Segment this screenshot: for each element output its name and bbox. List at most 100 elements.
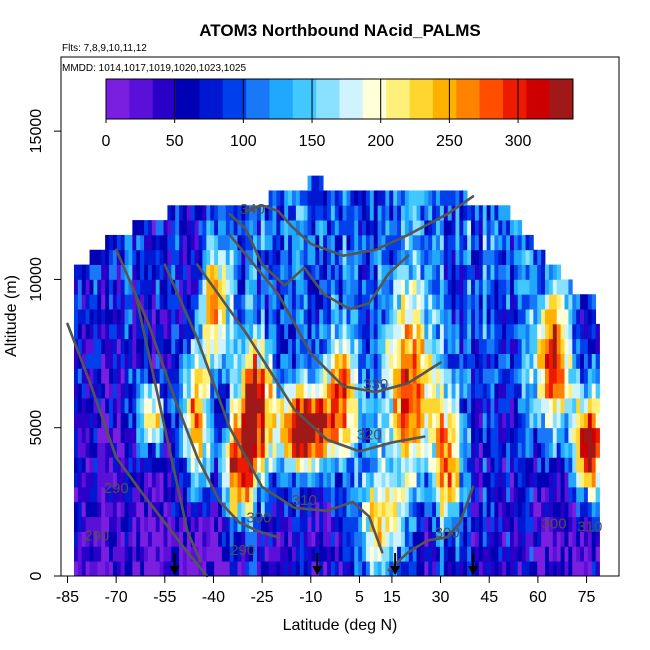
heatmap-cell bbox=[346, 472, 351, 488]
heatmap-cell bbox=[140, 472, 145, 488]
heatmap-cell bbox=[552, 487, 558, 503]
heatmap-cell bbox=[272, 398, 277, 414]
heatmap-cell bbox=[377, 220, 382, 236]
heatmap-cell bbox=[291, 294, 297, 310]
heatmap-cell bbox=[595, 546, 600, 562]
heatmap-cell bbox=[233, 501, 238, 518]
heatmap-cell bbox=[186, 264, 192, 280]
heatmap-cell bbox=[233, 516, 238, 532]
heatmap-cell bbox=[179, 472, 184, 488]
heatmap-cell bbox=[510, 472, 515, 488]
heatmap-cell bbox=[327, 383, 332, 399]
colorbar-swatch bbox=[176, 79, 200, 119]
heatmap-cell bbox=[327, 398, 332, 414]
heatmap-cell bbox=[171, 220, 176, 236]
heatmap-cell bbox=[459, 338, 464, 354]
heatmap-cell bbox=[354, 472, 359, 488]
heatmap-cell bbox=[175, 264, 180, 280]
heatmap-cell bbox=[112, 531, 118, 547]
heatmap-cell bbox=[432, 546, 437, 562]
heatmap-cell bbox=[436, 309, 441, 325]
heatmap-cell bbox=[463, 398, 468, 414]
heatmap-cell bbox=[315, 427, 320, 443]
heatmap-cell bbox=[583, 383, 589, 399]
heatmap-cell bbox=[144, 368, 149, 384]
heatmap-cell bbox=[198, 427, 203, 443]
heatmap-cell bbox=[155, 501, 161, 518]
heatmap-cell bbox=[560, 412, 565, 429]
heatmap-cell bbox=[521, 472, 526, 488]
heatmap-cell bbox=[218, 501, 223, 518]
heatmap-cell bbox=[186, 561, 192, 577]
heatmap-cell bbox=[342, 190, 347, 206]
heatmap-cell bbox=[128, 442, 133, 458]
heatmap-cell bbox=[369, 561, 375, 577]
heatmap-cell bbox=[432, 368, 437, 384]
heatmap-cell bbox=[365, 398, 371, 414]
colorbar-swatch bbox=[222, 79, 247, 119]
heatmap-cell bbox=[167, 383, 172, 399]
heatmap-cell bbox=[315, 175, 320, 191]
heatmap-cell bbox=[397, 383, 402, 399]
heatmap-cell bbox=[225, 427, 231, 443]
heatmap-cell bbox=[576, 309, 581, 325]
heatmap-cell bbox=[225, 398, 231, 414]
heatmap-cell bbox=[132, 412, 137, 429]
heatmap-cell bbox=[486, 487, 491, 503]
heatmap-cell bbox=[182, 220, 188, 236]
heatmap-cell bbox=[591, 323, 597, 340]
heatmap-cell bbox=[307, 309, 312, 325]
heatmap-cell bbox=[280, 531, 285, 547]
heatmap-cell bbox=[432, 472, 437, 488]
heatmap-cell bbox=[136, 249, 141, 265]
heatmap-cell bbox=[132, 501, 137, 518]
heatmap-cell bbox=[517, 546, 523, 562]
heatmap-cell bbox=[120, 427, 125, 443]
heatmap-cell bbox=[237, 220, 242, 236]
heatmap-cell bbox=[272, 472, 277, 488]
heatmap-cell bbox=[272, 279, 277, 295]
heatmap-cell bbox=[467, 368, 472, 384]
heatmap-cell bbox=[144, 249, 149, 265]
heatmap-cell bbox=[560, 516, 565, 532]
heatmap-cell bbox=[151, 249, 157, 265]
heatmap-cell bbox=[494, 546, 499, 562]
heatmap-cell bbox=[327, 294, 332, 310]
heatmap-cell bbox=[381, 205, 386, 221]
heatmap-cell bbox=[424, 561, 429, 577]
heatmap-cell bbox=[167, 294, 172, 310]
heatmap-cell bbox=[241, 457, 246, 473]
heatmap-cell bbox=[190, 220, 196, 236]
heatmap-cell bbox=[101, 249, 106, 265]
heatmap-cell bbox=[186, 279, 192, 295]
heatmap-cell bbox=[295, 220, 301, 236]
heatmap-cell bbox=[533, 427, 538, 443]
heatmap-cell bbox=[101, 427, 106, 443]
heatmap-cell bbox=[506, 294, 511, 310]
heatmap-cell bbox=[490, 546, 495, 562]
heatmap-cell bbox=[525, 294, 530, 310]
heatmap-cell bbox=[568, 368, 573, 384]
heatmap-cell bbox=[245, 323, 250, 340]
heatmap-cell bbox=[346, 338, 351, 354]
heatmap-cell bbox=[140, 264, 145, 280]
heatmap-cell bbox=[576, 531, 581, 547]
heatmap-cell bbox=[155, 234, 161, 251]
heatmap-cell bbox=[397, 279, 402, 295]
heatmap-cell bbox=[182, 427, 188, 443]
heatmap-cell bbox=[346, 457, 351, 473]
heatmap-cell bbox=[284, 249, 289, 265]
heatmap-cell bbox=[498, 442, 503, 458]
heatmap-cell bbox=[591, 398, 597, 414]
heatmap-cell bbox=[151, 309, 157, 325]
heatmap-cell bbox=[245, 309, 250, 325]
heatmap-cell bbox=[381, 264, 386, 280]
heatmap-cell bbox=[81, 472, 87, 488]
heatmap-cell bbox=[276, 531, 281, 547]
contour-line-320 bbox=[196, 263, 426, 453]
heatmap-cell bbox=[342, 368, 347, 384]
heatmap-cell bbox=[268, 249, 273, 265]
heatmap-cell bbox=[443, 368, 449, 384]
heatmap-cell bbox=[280, 368, 285, 384]
heatmap-cell bbox=[268, 234, 273, 251]
